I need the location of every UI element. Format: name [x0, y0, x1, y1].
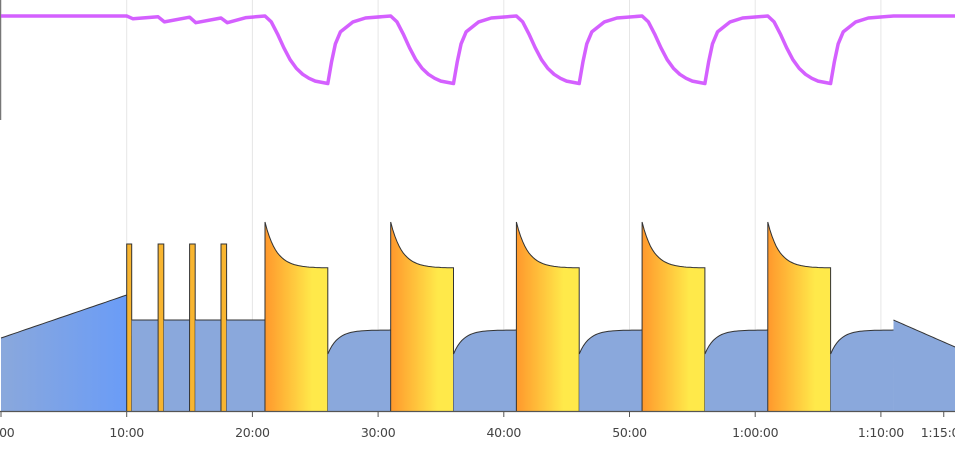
segment-endurance[interactable]	[163, 320, 190, 411]
segment-sprint[interactable]	[220, 244, 227, 411]
segment-recovery[interactable]	[704, 330, 768, 411]
x-axis: 0:00 10:00 20:00 30:00 40:00 50:00 1:00:00 1:10…	[0, 410, 955, 440]
segment-outline	[515, 221, 580, 412]
segment-endurance[interactable]	[1, 295, 127, 411]
x-tick-label: 30:00	[361, 425, 396, 440]
segment-recovery[interactable]	[327, 330, 391, 411]
segment-endurance[interactable]	[226, 320, 265, 411]
x-tick-label: 1:00:00	[732, 425, 778, 440]
segment-interval[interactable]	[264, 222, 328, 411]
segment-outline	[578, 329, 643, 355]
x-tick-label: 20:00	[235, 425, 270, 440]
segment-endurance[interactable]	[131, 320, 159, 411]
segment-recovery[interactable]	[579, 330, 643, 411]
segment-outline	[0, 294, 127, 339]
segment-interval[interactable]	[642, 222, 705, 411]
segment-outline	[641, 221, 706, 412]
segment-outline	[390, 221, 455, 412]
power-segments	[0, 221, 955, 412]
segment-outline	[220, 243, 228, 412]
secondary-line	[1, 14, 955, 86]
grid-lines	[126, 0, 882, 411]
x-tick-label: 1:15:00	[921, 425, 955, 440]
segment-recovery[interactable]	[830, 330, 894, 411]
segment-outline	[704, 329, 768, 355]
x-tick-label: 50:00	[612, 425, 647, 440]
x-tick-label: 40:00	[487, 425, 522, 440]
segment-interval[interactable]	[767, 222, 831, 411]
x-tick-label: 10:00	[109, 425, 144, 440]
segment-outline	[893, 319, 955, 348]
segment-outline	[264, 221, 329, 412]
segment-endurance[interactable]	[195, 320, 221, 411]
segment-outline	[126, 243, 133, 412]
x-tick-label: 1:10:00	[858, 425, 904, 440]
segment-outline	[157, 243, 165, 412]
segment-interval[interactable]	[390, 222, 454, 411]
segment-recovery[interactable]	[893, 320, 955, 411]
segment-recovery[interactable]	[453, 330, 517, 411]
segment-outline	[327, 329, 391, 355]
segment-sprint[interactable]	[189, 244, 196, 411]
segment-outline	[767, 221, 832, 412]
segment-outline	[830, 329, 894, 355]
segment-outline	[453, 329, 517, 355]
segment-sprint[interactable]	[126, 244, 132, 411]
segment-interval[interactable]	[516, 222, 580, 411]
segment-sprint[interactable]	[158, 244, 164, 411]
segment-outline	[189, 243, 196, 412]
x-tick-label: 0:00	[0, 425, 15, 440]
